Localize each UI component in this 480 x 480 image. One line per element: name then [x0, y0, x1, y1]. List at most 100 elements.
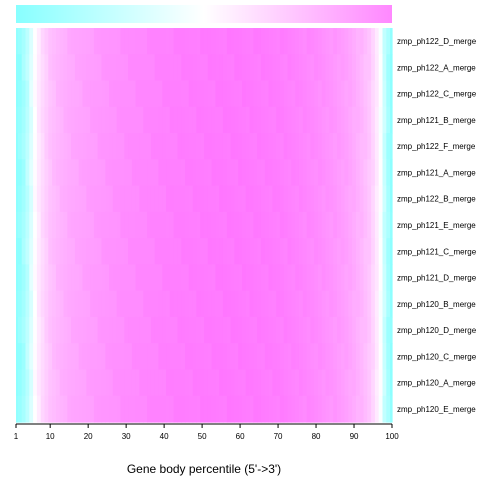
heatmap-cell	[82, 395, 87, 423]
heatmap-row	[16, 395, 393, 423]
heatmap-cell	[74, 343, 80, 371]
heatmap-cell	[207, 133, 213, 160]
heatmap-cell	[283, 54, 289, 82]
heatmap-cell	[295, 80, 300, 108]
heatmap-cell	[348, 290, 353, 318]
heatmap-cell	[268, 133, 273, 160]
heatmap-cell	[215, 211, 220, 239]
heatmap-cell	[291, 159, 296, 187]
heatmap-cell	[16, 369, 19, 397]
heatmap-cell	[359, 395, 365, 423]
heatmap-cell	[162, 264, 167, 292]
heatmap-cell	[143, 133, 148, 160]
heatmap-cell	[207, 316, 213, 344]
heatmap-cell	[367, 316, 372, 344]
heatmap-cell	[226, 343, 232, 371]
heatmap-cell	[230, 211, 235, 239]
heatmap-cell	[67, 211, 72, 239]
heatmap-cell	[135, 54, 141, 82]
heatmap-cell	[120, 80, 125, 108]
heatmap-cell	[359, 264, 365, 292]
heatmap-cell	[234, 133, 239, 160]
heatmap-cell	[169, 369, 175, 397]
heatmap-cell	[249, 54, 254, 82]
heatmap-cell	[249, 159, 254, 187]
heatmap-cell	[367, 106, 372, 134]
heatmap-cell	[36, 80, 42, 108]
heatmap-cell	[211, 316, 216, 344]
heatmap-cell	[196, 369, 201, 397]
heatmap-cell	[86, 369, 91, 397]
heatmap-cell	[219, 54, 224, 82]
heatmap-cell	[112, 395, 118, 423]
heatmap-cell	[382, 54, 387, 82]
heatmap-cell	[268, 106, 273, 134]
heatmap-cell	[154, 316, 160, 344]
heatmap-cell	[283, 369, 289, 397]
heatmap-cell	[340, 185, 346, 213]
heatmap-cell	[219, 238, 224, 265]
heatmap-cell	[279, 106, 285, 134]
heatmap-cell	[382, 133, 387, 160]
heatmap-cell	[390, 80, 393, 108]
heatmap-cell	[25, 343, 30, 371]
heatmap-cell	[359, 211, 365, 239]
heatmap-cell	[260, 316, 266, 344]
heatmap-row	[16, 133, 393, 160]
heatmap-cell	[264, 133, 270, 160]
heatmap-cell	[257, 369, 262, 397]
heatmap-cell	[344, 80, 349, 108]
heatmap-cell	[378, 80, 384, 108]
heatmap-cell	[211, 159, 216, 187]
heatmap-cell	[36, 343, 42, 371]
heatmap-cell	[219, 369, 224, 397]
heatmap-cell	[371, 264, 376, 292]
heatmap-cell	[93, 106, 99, 134]
heatmap-cell	[59, 316, 65, 344]
heatmap-cell	[249, 290, 254, 318]
heatmap-cell	[29, 54, 34, 82]
heatmap-cell	[287, 264, 292, 292]
heatmap-cell	[295, 369, 300, 397]
heatmap-cell	[192, 106, 198, 134]
heatmap-cell	[325, 290, 330, 318]
heatmap-cell	[382, 395, 387, 423]
heatmap-cell	[86, 238, 91, 265]
heatmap-cell	[97, 369, 103, 397]
heatmap-cell	[245, 133, 251, 160]
heatmap-cell	[215, 264, 220, 292]
heatmap-cell	[67, 395, 72, 423]
heatmap-cell	[378, 238, 384, 265]
heatmap-cell	[139, 133, 144, 160]
heatmap-cell	[374, 159, 380, 187]
heatmap-row	[16, 28, 393, 55]
heatmap-cell	[245, 28, 251, 55]
heatmap-cell	[230, 264, 235, 292]
heatmap-cell	[192, 133, 198, 160]
heatmap-cell	[336, 395, 342, 423]
heatmap-cell	[211, 54, 216, 82]
heatmap-cell	[226, 264, 232, 292]
heatmap-cell	[128, 264, 133, 292]
heatmap-cell	[177, 369, 182, 397]
heatmap-cell	[279, 369, 285, 397]
heatmap-cell	[279, 28, 285, 55]
heatmap-cell	[325, 54, 330, 82]
heatmap-cell	[367, 395, 372, 423]
heatmap-cell	[371, 54, 376, 82]
heatmap-cell	[306, 185, 311, 213]
heatmap-cell	[52, 185, 57, 213]
heatmap-cell	[63, 395, 68, 423]
heatmap-cell	[33, 80, 38, 108]
heatmap-cell	[238, 54, 243, 82]
heatmap-cell	[306, 316, 311, 344]
heatmap-cell	[162, 185, 167, 213]
heatmap-cell	[36, 133, 42, 160]
heatmap-cell	[128, 343, 133, 371]
heatmap-cell	[207, 80, 213, 108]
heatmap-cell	[310, 133, 315, 160]
heatmap-cell	[33, 264, 38, 292]
heatmap-cell	[124, 80, 129, 108]
heatmap-cell	[283, 238, 289, 265]
heatmap-cell	[105, 159, 110, 187]
